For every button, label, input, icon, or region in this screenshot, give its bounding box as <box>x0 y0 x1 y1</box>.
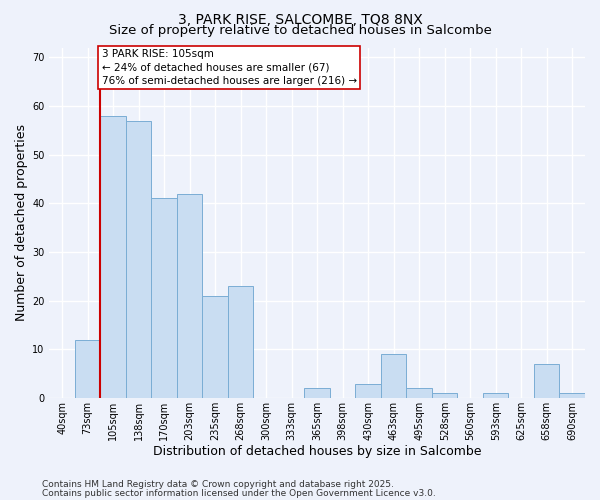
Bar <box>126 120 151 398</box>
Text: Contains public sector information licensed under the Open Government Licence v3: Contains public sector information licen… <box>42 489 436 498</box>
Bar <box>100 116 126 398</box>
Bar <box>304 388 330 398</box>
Bar <box>534 364 559 398</box>
Bar <box>559 394 585 398</box>
Bar <box>202 296 228 398</box>
Text: 3, PARK RISE, SALCOMBE, TQ8 8NX: 3, PARK RISE, SALCOMBE, TQ8 8NX <box>178 12 422 26</box>
Bar <box>432 394 457 398</box>
Text: 3 PARK RISE: 105sqm
← 24% of detached houses are smaller (67)
76% of semi-detach: 3 PARK RISE: 105sqm ← 24% of detached ho… <box>101 50 357 86</box>
Bar <box>75 340 100 398</box>
Bar <box>381 354 406 398</box>
Y-axis label: Number of detached properties: Number of detached properties <box>15 124 28 322</box>
Bar <box>177 194 202 398</box>
X-axis label: Distribution of detached houses by size in Salcombe: Distribution of detached houses by size … <box>153 444 481 458</box>
Bar <box>355 384 381 398</box>
Bar <box>483 394 508 398</box>
Bar <box>151 198 177 398</box>
Text: Size of property relative to detached houses in Salcombe: Size of property relative to detached ho… <box>109 24 491 37</box>
Bar <box>406 388 432 398</box>
Text: Contains HM Land Registry data © Crown copyright and database right 2025.: Contains HM Land Registry data © Crown c… <box>42 480 394 489</box>
Bar <box>228 286 253 398</box>
